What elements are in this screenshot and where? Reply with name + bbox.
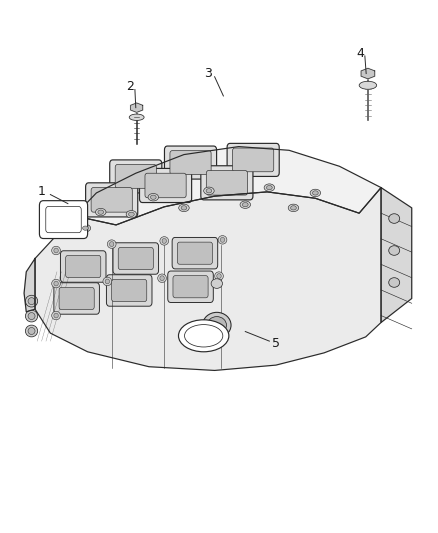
Ellipse shape	[313, 191, 318, 195]
Ellipse shape	[82, 226, 88, 230]
Ellipse shape	[181, 206, 187, 210]
Ellipse shape	[52, 311, 60, 320]
FancyBboxPatch shape	[118, 247, 153, 270]
FancyBboxPatch shape	[46, 206, 81, 233]
FancyBboxPatch shape	[170, 151, 211, 174]
Ellipse shape	[25, 325, 38, 337]
Polygon shape	[131, 103, 143, 112]
Ellipse shape	[160, 237, 169, 245]
Text: 4: 4	[356, 47, 364, 60]
FancyBboxPatch shape	[233, 148, 274, 172]
FancyBboxPatch shape	[164, 146, 216, 179]
FancyBboxPatch shape	[206, 171, 247, 195]
Text: 3: 3	[204, 67, 212, 80]
Polygon shape	[35, 188, 381, 370]
Ellipse shape	[288, 204, 299, 212]
Ellipse shape	[204, 187, 214, 195]
FancyBboxPatch shape	[177, 242, 212, 264]
Ellipse shape	[359, 82, 377, 90]
Ellipse shape	[25, 295, 38, 307]
Polygon shape	[24, 259, 35, 312]
FancyBboxPatch shape	[172, 238, 218, 269]
FancyBboxPatch shape	[201, 166, 253, 200]
Text: 2: 2	[127, 80, 134, 93]
Ellipse shape	[54, 248, 58, 253]
Ellipse shape	[310, 189, 321, 197]
Ellipse shape	[215, 272, 223, 280]
Text: 1: 1	[38, 185, 46, 198]
FancyBboxPatch shape	[39, 201, 88, 239]
FancyBboxPatch shape	[60, 251, 106, 282]
FancyBboxPatch shape	[115, 165, 156, 188]
Ellipse shape	[179, 204, 189, 212]
Ellipse shape	[126, 211, 137, 218]
Ellipse shape	[389, 278, 399, 287]
Ellipse shape	[160, 276, 164, 280]
Polygon shape	[361, 68, 375, 79]
Ellipse shape	[202, 312, 231, 338]
Ellipse shape	[162, 239, 166, 243]
Polygon shape	[74, 147, 381, 225]
Ellipse shape	[206, 189, 212, 193]
FancyBboxPatch shape	[139, 168, 192, 203]
Polygon shape	[381, 188, 412, 322]
Text: 5: 5	[272, 337, 280, 350]
FancyBboxPatch shape	[54, 282, 99, 314]
FancyBboxPatch shape	[110, 160, 162, 193]
Ellipse shape	[80, 224, 91, 232]
FancyBboxPatch shape	[91, 188, 132, 212]
Ellipse shape	[107, 240, 116, 248]
Ellipse shape	[266, 185, 272, 190]
Ellipse shape	[243, 203, 248, 207]
FancyBboxPatch shape	[106, 275, 152, 306]
Ellipse shape	[218, 236, 227, 244]
FancyBboxPatch shape	[168, 271, 213, 303]
Ellipse shape	[179, 320, 229, 352]
Ellipse shape	[129, 212, 134, 216]
Ellipse shape	[389, 214, 399, 223]
Ellipse shape	[211, 279, 223, 288]
Ellipse shape	[105, 279, 110, 284]
Ellipse shape	[54, 281, 58, 286]
Ellipse shape	[28, 312, 35, 320]
Ellipse shape	[148, 193, 159, 201]
Ellipse shape	[158, 274, 166, 282]
Ellipse shape	[217, 274, 221, 279]
Ellipse shape	[28, 297, 35, 305]
FancyBboxPatch shape	[59, 287, 94, 310]
Ellipse shape	[25, 310, 38, 322]
FancyBboxPatch shape	[145, 173, 186, 198]
Ellipse shape	[98, 210, 103, 214]
Ellipse shape	[220, 237, 225, 242]
Ellipse shape	[28, 327, 35, 335]
Ellipse shape	[52, 279, 60, 288]
FancyBboxPatch shape	[66, 255, 101, 278]
Ellipse shape	[110, 241, 114, 246]
FancyBboxPatch shape	[86, 183, 138, 217]
Ellipse shape	[291, 206, 296, 210]
Ellipse shape	[54, 313, 58, 318]
Ellipse shape	[184, 325, 223, 347]
Ellipse shape	[264, 184, 275, 191]
FancyBboxPatch shape	[112, 279, 147, 302]
Ellipse shape	[150, 195, 156, 199]
Ellipse shape	[240, 201, 251, 208]
Ellipse shape	[52, 246, 60, 255]
FancyBboxPatch shape	[227, 143, 279, 176]
Ellipse shape	[95, 208, 106, 216]
Ellipse shape	[103, 277, 112, 286]
FancyBboxPatch shape	[173, 276, 208, 298]
Ellipse shape	[389, 246, 399, 255]
FancyBboxPatch shape	[113, 243, 159, 274]
Ellipse shape	[207, 317, 226, 334]
Ellipse shape	[129, 114, 144, 120]
